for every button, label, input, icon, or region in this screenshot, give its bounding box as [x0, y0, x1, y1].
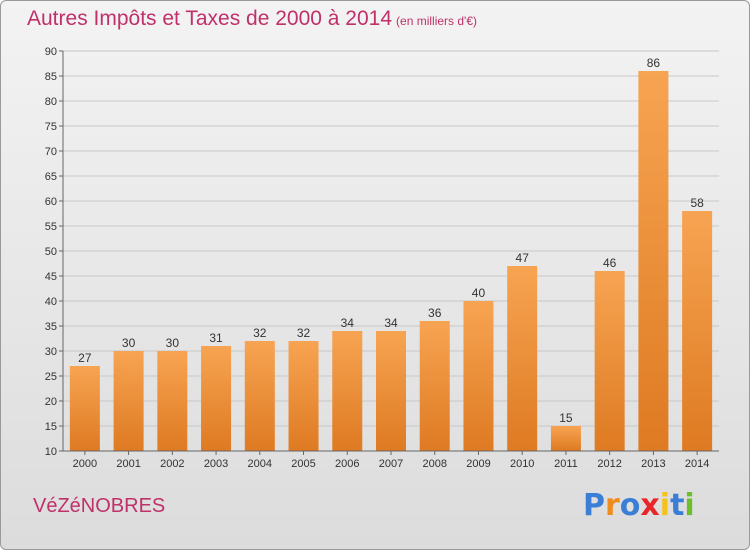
chart-title-text: Autres Impôts et Taxes de 2000 à 2014 — [27, 7, 393, 30]
bar-2010 — [507, 266, 538, 451]
bar-2009 — [463, 301, 494, 451]
x-tick-label: 2010 — [510, 458, 534, 470]
y-tick-label: 25 — [45, 371, 57, 383]
logo-letter: x — [640, 488, 660, 523]
x-tick-label: 2000 — [73, 458, 97, 470]
y-tick-label: 50 — [45, 246, 57, 258]
bar-value-label: 32 — [297, 326, 311, 340]
commune-name: VéZéNOBRES — [33, 495, 166, 517]
logo-letter: P — [583, 488, 605, 523]
chart-subtitle: (en milliers d'€) — [396, 14, 478, 28]
y-tick-label: 10 — [45, 446, 57, 458]
bar-value-label: 15 — [559, 411, 573, 425]
bar-value-label: 47 — [516, 251, 530, 265]
bar-value-label: 27 — [78, 351, 92, 365]
y-tick-label: 60 — [45, 196, 57, 208]
logo-letter: i — [684, 488, 695, 523]
logo-letter: r — [605, 488, 620, 523]
bar-2014 — [682, 211, 713, 451]
bar-2004 — [244, 341, 275, 451]
y-tick-label: 35 — [45, 321, 57, 333]
bar-2013 — [638, 71, 669, 451]
logo-letter: t — [670, 488, 685, 523]
bar-2012 — [594, 271, 625, 451]
y-tick-label: 40 — [45, 296, 57, 308]
bar-value-label: 36 — [428, 306, 442, 320]
y-tick-label: 55 — [45, 221, 57, 233]
logo-letter: o — [619, 488, 641, 523]
bar-value-label: 31 — [209, 331, 223, 345]
y-tick-label: 75 — [45, 121, 57, 133]
logo-letter: i — [659, 488, 671, 523]
y-tick-label: 30 — [45, 346, 57, 358]
y-tick-label: 45 — [45, 271, 57, 283]
bar-value-label: 46 — [603, 256, 617, 270]
chart-title: Autres Impôts et Taxes de 2000 à 2014 (en… — [27, 7, 477, 31]
bar-2005 — [288, 341, 319, 451]
x-tick-label: 2012 — [597, 458, 621, 470]
x-tick-label: 2005 — [291, 458, 315, 470]
bar-value-label: 30 — [122, 336, 136, 350]
bars: 27 30 30 31 32 32 34 34 36 40 47 15 46 86 58 — [69, 56, 713, 451]
bar-value-label: 32 — [253, 326, 267, 340]
y-tick-label: 70 — [45, 146, 57, 158]
x-tick-label: 2014 — [685, 458, 709, 470]
bar-2002 — [157, 351, 188, 451]
y-tick-label: 65 — [45, 171, 57, 183]
x-tick-label: 2006 — [335, 458, 359, 470]
bar-value-label: 34 — [341, 316, 355, 330]
x-tick-label: 2002 — [160, 458, 184, 470]
x-tick-label: 2013 — [641, 458, 665, 470]
bar-2003 — [201, 346, 232, 451]
bar-value-label: 40 — [472, 286, 486, 300]
proxiti-logo: Proxiti — [583, 488, 695, 523]
x-tick-label: 2001 — [116, 458, 140, 470]
bar-value-label: 86 — [647, 56, 661, 70]
x-tick-label: 2009 — [466, 458, 490, 470]
bar-value-label: 34 — [384, 316, 398, 330]
bar-value-label: 30 — [166, 336, 180, 350]
y-tick-label: 15 — [45, 421, 57, 433]
axes: 10 15 20 25 30 35 40 45 50 55 60 65 70 75 80 85 90 2000 20… — [45, 46, 719, 470]
x-tick-label: 2011 — [554, 458, 578, 470]
x-tick-label: 2004 — [248, 458, 272, 470]
bar-2011 — [550, 426, 581, 451]
y-tick-label: 85 — [45, 71, 57, 83]
x-tick-label: 2003 — [204, 458, 228, 470]
y-tick-label: 80 — [45, 96, 57, 108]
y-tick-label: 90 — [45, 46, 57, 58]
x-tick-label: 2007 — [379, 458, 403, 470]
bar-2008 — [419, 321, 450, 451]
bar-2007 — [376, 331, 406, 451]
y-tick-label: 20 — [45, 396, 57, 408]
bar-2000 — [69, 366, 100, 451]
bar-value-label: 58 — [690, 196, 704, 210]
bar-2001 — [113, 351, 144, 451]
x-tick-label: 2008 — [422, 458, 446, 470]
bar-2006 — [332, 331, 363, 451]
